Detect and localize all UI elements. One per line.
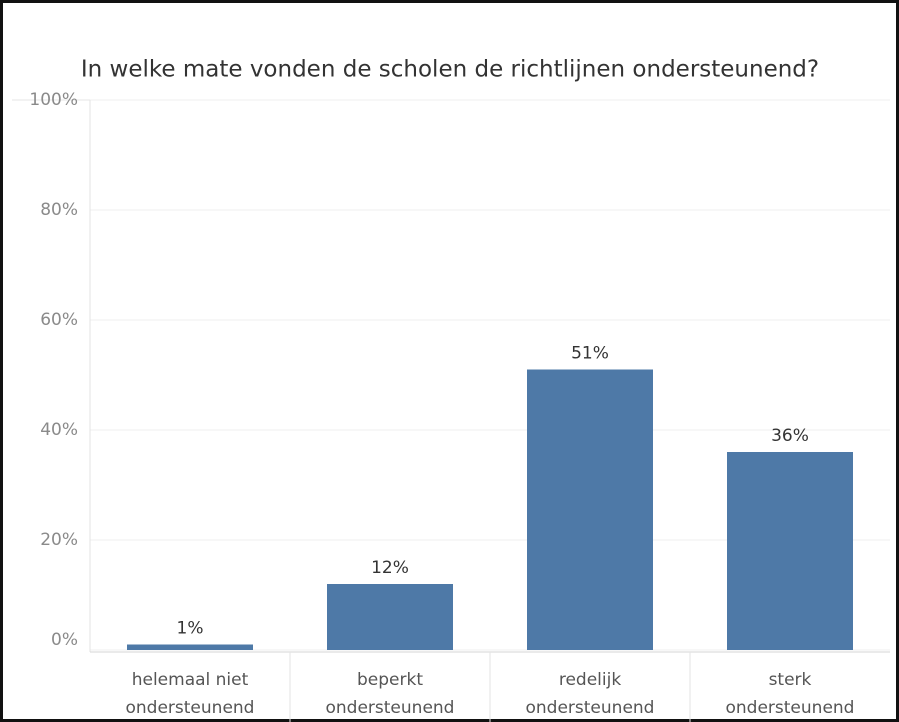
bar	[527, 369, 653, 650]
x-tick-line: ondersteunend	[726, 698, 855, 718]
x-tick-line: ondersteunend	[526, 698, 655, 718]
value-label: 36%	[771, 426, 809, 446]
x-tick-label: beperkt ondersteunend	[326, 670, 455, 718]
x-tick-label: redelijk ondersteunend	[526, 670, 655, 718]
x-tick-line: beperkt	[357, 670, 423, 690]
x-tick-label: helemaal niet ondersteunend	[126, 670, 255, 718]
y-tick-label: 60%	[40, 310, 78, 330]
x-tick-line: sterk	[769, 670, 812, 690]
y-tick-label: 40%	[40, 420, 78, 440]
value-label: 1%	[177, 619, 204, 639]
y-tick-label: 0%	[51, 630, 78, 650]
bar	[127, 644, 253, 650]
x-tick-label: sterk ondersteunend	[726, 670, 855, 718]
value-label: 51%	[571, 344, 609, 364]
y-tick-label: 20%	[40, 530, 78, 550]
x-tick-line: ondersteunend	[126, 698, 255, 718]
bar	[727, 452, 853, 650]
chart-title: In welke mate vonden de scholen de richt…	[81, 57, 819, 83]
bar	[327, 584, 453, 650]
value-label: 12%	[371, 558, 409, 578]
x-tick-line: redelijk	[559, 670, 621, 690]
y-tick-label: 80%	[40, 200, 78, 220]
x-tick-line: ondersteunend	[326, 698, 455, 718]
y-tick-label: 100%	[29, 90, 78, 110]
x-tick-line: helemaal niet	[132, 670, 249, 690]
